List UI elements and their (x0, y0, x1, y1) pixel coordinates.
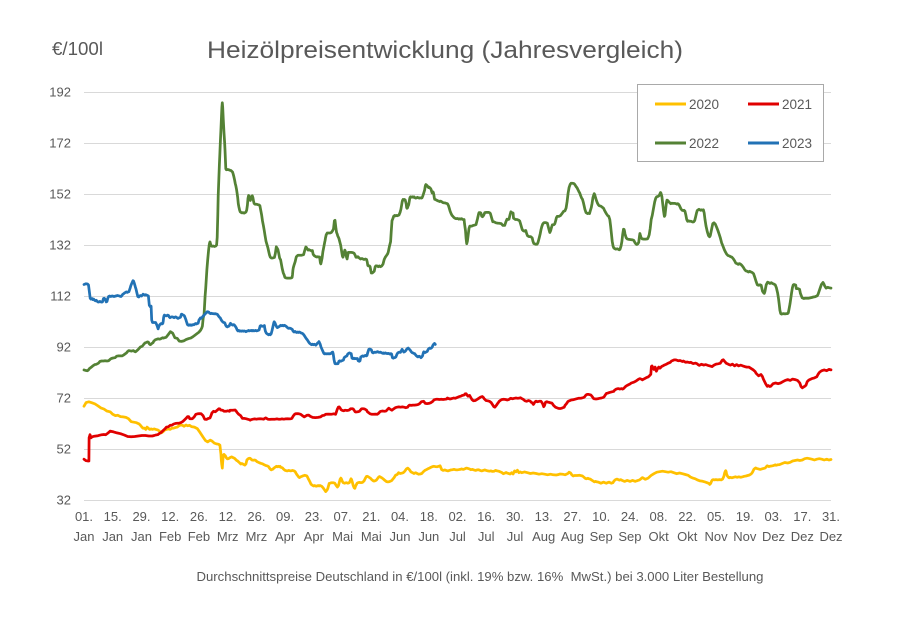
svg-text:Jan: Jan (74, 529, 95, 544)
svg-text:Okt: Okt (677, 529, 698, 544)
svg-text:2021: 2021 (782, 97, 812, 112)
svg-text:29.: 29. (132, 509, 150, 524)
svg-text:19.: 19. (736, 509, 754, 524)
svg-text:Aug: Aug (532, 529, 555, 544)
svg-text:12.: 12. (219, 509, 237, 524)
svg-text:€/100l: €/100l (52, 39, 103, 59)
svg-text:07.: 07. (334, 509, 352, 524)
svg-text:Sep: Sep (590, 529, 613, 544)
svg-text:Heizölpreisentwicklung (Jahres: Heizölpreisentwicklung (Jahresvergleich) (207, 37, 683, 64)
svg-text:192: 192 (49, 85, 71, 100)
svg-text:Durchschnittspreise Deutschlan: Durchschnittspreise Deutschland in €/100… (197, 570, 764, 584)
svg-text:Jul: Jul (449, 529, 466, 544)
svg-text:Apr: Apr (304, 529, 325, 544)
svg-text:2020: 2020 (689, 97, 719, 112)
svg-text:Mrz: Mrz (246, 529, 268, 544)
svg-text:Apr: Apr (275, 529, 296, 544)
svg-text:13.: 13. (535, 509, 553, 524)
svg-text:08.: 08. (650, 509, 668, 524)
svg-text:18.: 18. (420, 509, 438, 524)
svg-text:Jan: Jan (131, 529, 152, 544)
svg-text:Aug: Aug (561, 529, 584, 544)
svg-text:Jul: Jul (507, 529, 524, 544)
svg-text:17.: 17. (793, 509, 811, 524)
svg-text:Dez: Dez (791, 529, 814, 544)
svg-text:Mai: Mai (361, 529, 382, 544)
svg-text:92: 92 (57, 340, 71, 355)
svg-text:Nov: Nov (705, 529, 729, 544)
svg-text:02.: 02. (448, 509, 466, 524)
svg-text:2023: 2023 (782, 136, 812, 151)
svg-text:21.: 21. (362, 509, 380, 524)
svg-text:27.: 27. (563, 509, 581, 524)
svg-text:Feb: Feb (159, 529, 181, 544)
svg-text:52: 52 (57, 442, 71, 457)
svg-text:72: 72 (57, 391, 71, 406)
svg-text:2022: 2022 (689, 136, 719, 151)
svg-text:22.: 22. (678, 509, 696, 524)
svg-text:30.: 30. (506, 509, 524, 524)
svg-text:Feb: Feb (188, 529, 210, 544)
svg-text:Jan: Jan (102, 529, 123, 544)
svg-text:132: 132 (49, 238, 71, 253)
svg-text:Mrz: Mrz (217, 529, 239, 544)
svg-text:24.: 24. (621, 509, 639, 524)
svg-text:Dez: Dez (819, 529, 842, 544)
svg-text:04.: 04. (391, 509, 409, 524)
svg-text:152: 152 (49, 187, 71, 202)
svg-text:Nov: Nov (733, 529, 757, 544)
svg-text:Jul: Jul (478, 529, 495, 544)
svg-text:Jun: Jun (390, 529, 411, 544)
svg-text:Okt: Okt (648, 529, 669, 544)
svg-text:Dez: Dez (762, 529, 785, 544)
svg-text:32: 32 (57, 493, 71, 508)
svg-text:09.: 09. (276, 509, 294, 524)
svg-text:Jun: Jun (418, 529, 439, 544)
svg-text:03.: 03. (764, 509, 782, 524)
svg-text:23.: 23. (305, 509, 323, 524)
svg-text:10.: 10. (592, 509, 610, 524)
svg-text:172: 172 (49, 136, 71, 151)
svg-text:12.: 12. (161, 509, 179, 524)
svg-text:15.: 15. (104, 509, 122, 524)
svg-text:16.: 16. (477, 509, 495, 524)
svg-text:05.: 05. (707, 509, 725, 524)
svg-text:Mai: Mai (332, 529, 353, 544)
svg-text:26.: 26. (190, 509, 208, 524)
svg-text:Sep: Sep (618, 529, 641, 544)
svg-text:31.: 31. (822, 509, 840, 524)
svg-text:26.: 26. (247, 509, 265, 524)
svg-text:01.: 01. (75, 509, 93, 524)
svg-text:112: 112 (50, 289, 71, 304)
